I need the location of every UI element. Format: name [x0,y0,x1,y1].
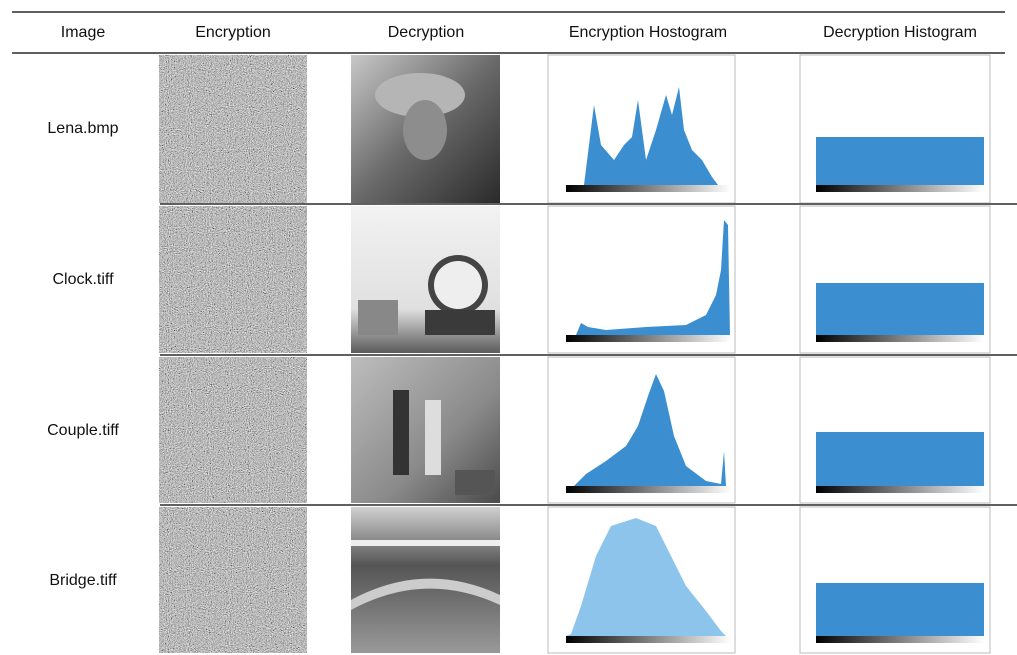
encrypted-image [159,507,307,653]
decrypted-image [351,357,500,503]
encrypted-image [159,357,307,503]
row-label: Couple.tiff [47,422,119,439]
decryption-histogram [800,507,990,653]
decryption-histogram [800,206,990,353]
encryption-histogram [548,507,735,653]
decrypted-image [351,206,500,353]
encryption-histogram [548,206,735,353]
page: Image Encryption Decryption Encryption H… [0,0,1017,655]
header-cell: Encryption [195,24,271,41]
header-cell: Decryption Histogram [823,24,977,41]
decrypted-image [351,507,500,653]
encrypted-image [159,206,307,353]
decrypted-image [351,55,500,203]
header-cell: Decryption [388,24,464,41]
row-label: Clock.tiff [52,271,114,288]
decryption-histogram [800,357,990,503]
row-label: Lena.bmp [47,120,118,137]
row-label: Bridge.tiff [49,572,117,589]
header-cell: Image [61,24,106,41]
decryption-histogram [800,55,990,203]
encryption-histogram [548,357,735,503]
encrypted-image [159,55,307,203]
encryption-histogram [548,55,735,203]
header-cell: Encryption Hostogram [569,24,727,41]
